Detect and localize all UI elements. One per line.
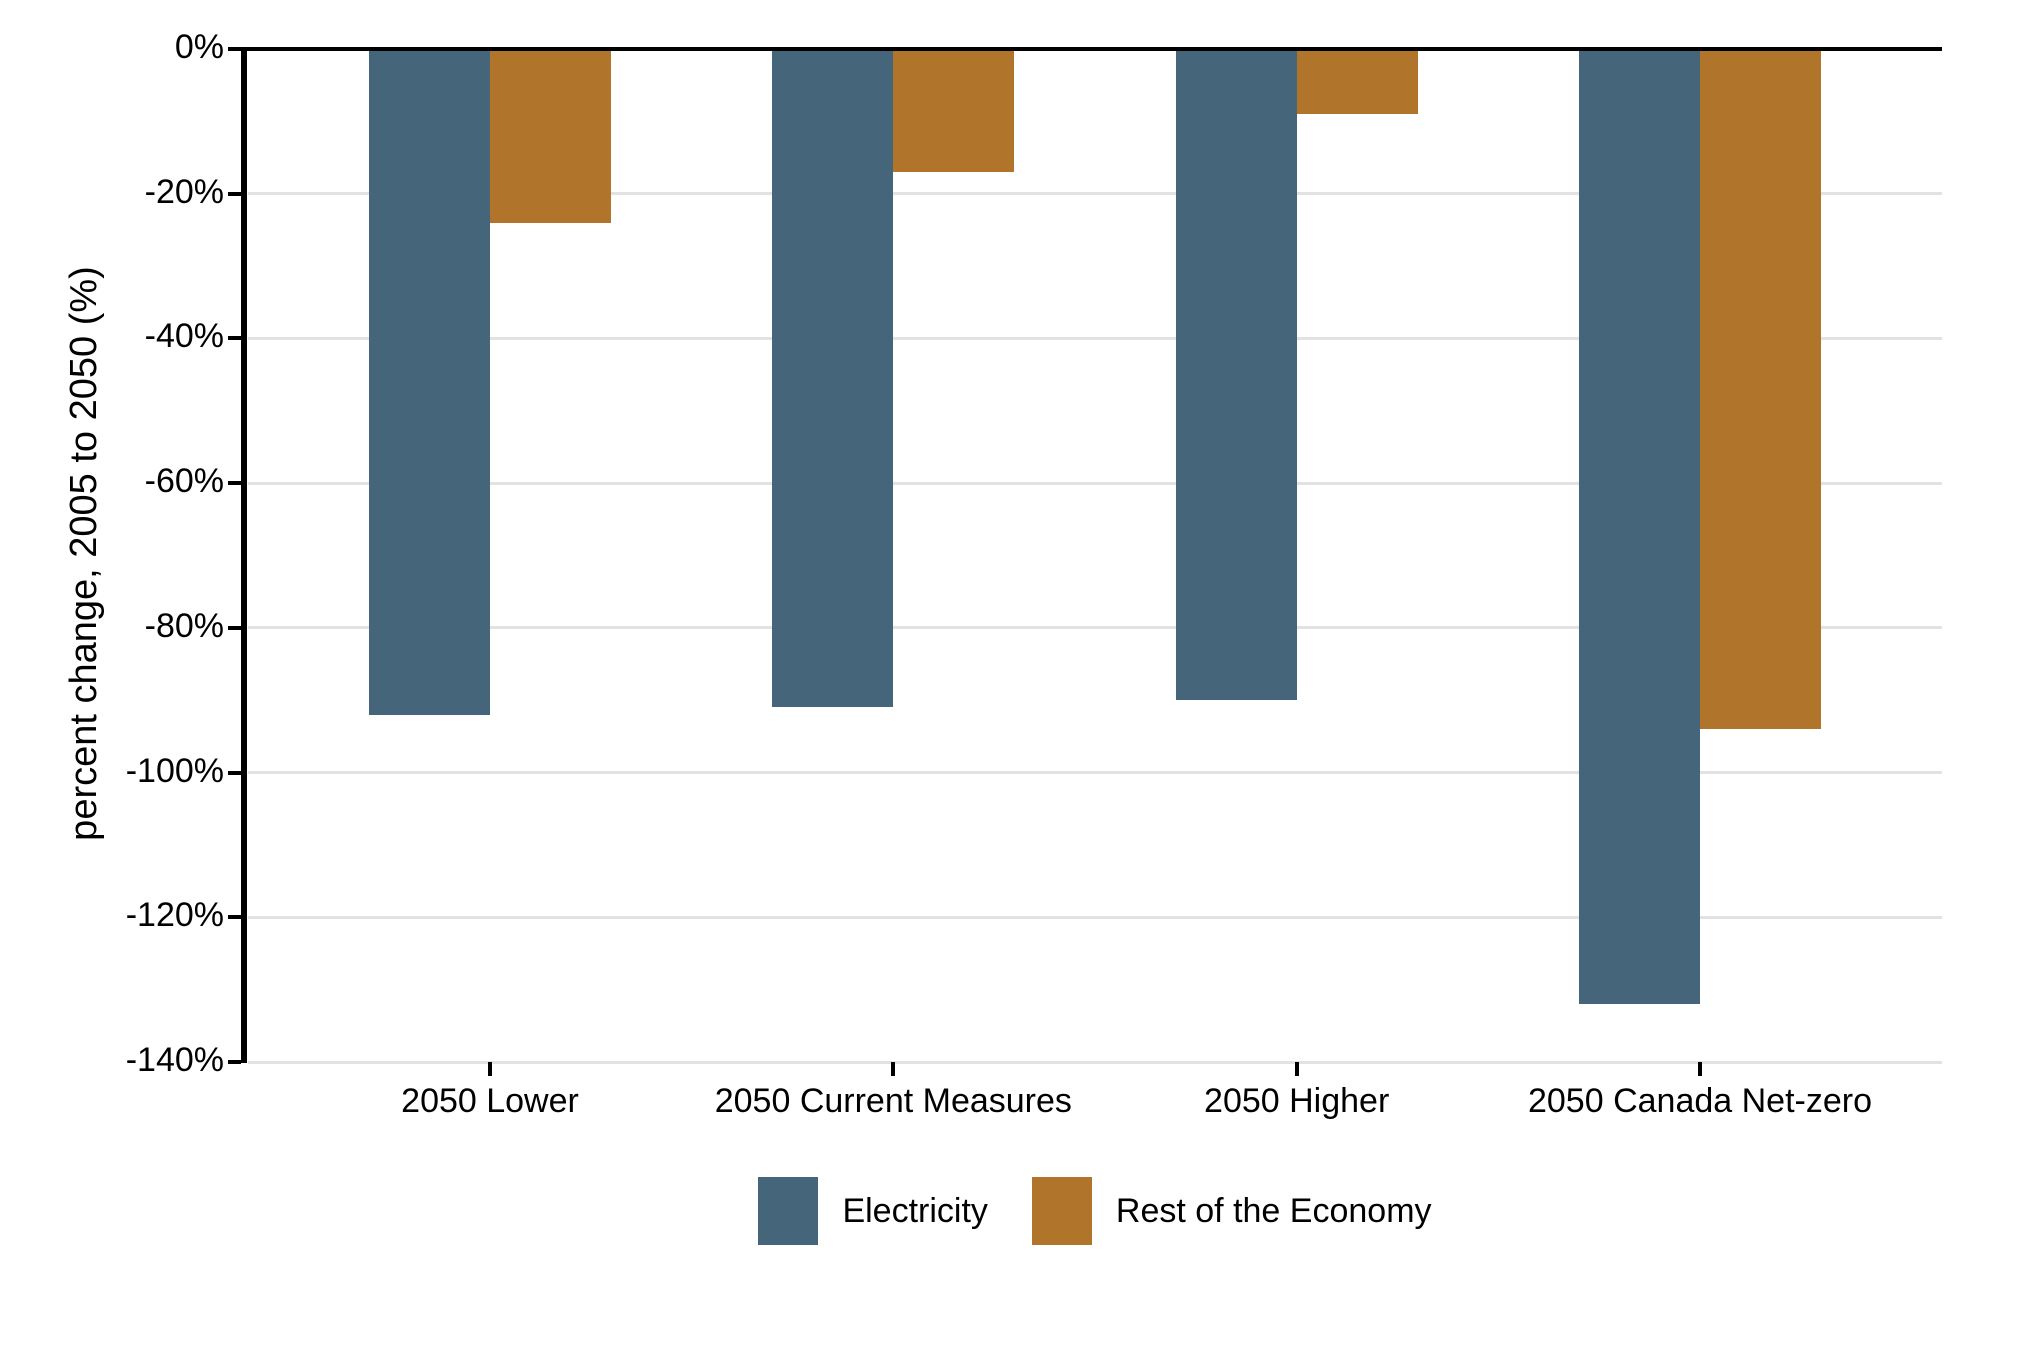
y-tick: [228, 336, 241, 341]
x-tick-label: 2050 Canada Net-zero: [1527, 1082, 1872, 1120]
x-tick: [1698, 1062, 1702, 1076]
y-tick-label: -80%: [144, 606, 224, 645]
y-tick: [228, 191, 241, 196]
bar: [369, 49, 490, 715]
y-tick: [228, 1060, 241, 1064]
gridline: [248, 192, 1942, 196]
y-tick-label: 0%: [174, 28, 224, 66]
bar: [490, 49, 611, 223]
x-tick-label: 2050 Lower: [401, 1082, 579, 1120]
gridline: [248, 481, 1942, 485]
y-tick: [228, 481, 241, 486]
bar: [1296, 49, 1418, 115]
plot-area: [248, 49, 1942, 1064]
y-tick-label: -140%: [125, 1041, 224, 1079]
gridline: [248, 771, 1942, 775]
x-tick: [1294, 1062, 1299, 1076]
y-tick-label: -20%: [144, 172, 224, 211]
y-tick: [228, 770, 241, 775]
y-tick-label: -120%: [125, 896, 224, 935]
legend-swatch: [1031, 1177, 1092, 1245]
gridline: [248, 1060, 1942, 1064]
bar: [893, 49, 1015, 172]
gridline: [248, 915, 1942, 919]
legend-label: Electricity: [842, 1191, 988, 1230]
x-tick: [891, 1062, 896, 1076]
legend-swatch: [758, 1177, 819, 1245]
legend: Electricity Rest of the Economy: [248, 1177, 1942, 1245]
gridline: [248, 336, 1942, 340]
x-tick-label: 2050 Current Measures: [714, 1082, 1072, 1120]
y-axis-line: [241, 47, 247, 1063]
y-tick: [228, 47, 241, 51]
y-tick: [228, 625, 241, 630]
bar: [1579, 49, 1700, 1005]
x-tick-label: 2050 Higher: [1204, 1082, 1390, 1120]
bar: [1700, 49, 1821, 730]
legend-item: Electricity: [758, 1177, 988, 1245]
x-tick: [488, 1062, 492, 1076]
y-tick-label: -40%: [144, 317, 224, 356]
y-tick-label: -100%: [125, 751, 224, 790]
y-tick: [228, 915, 241, 920]
gridline: [248, 626, 1942, 630]
bar: [1175, 49, 1297, 701]
legend-label: Rest of the Economy: [1115, 1191, 1432, 1230]
zero-baseline: [241, 47, 1942, 51]
y-tick-label: -60%: [144, 462, 224, 501]
legend-item: Rest of the Economy: [1031, 1177, 1432, 1245]
bar: [772, 49, 894, 708]
